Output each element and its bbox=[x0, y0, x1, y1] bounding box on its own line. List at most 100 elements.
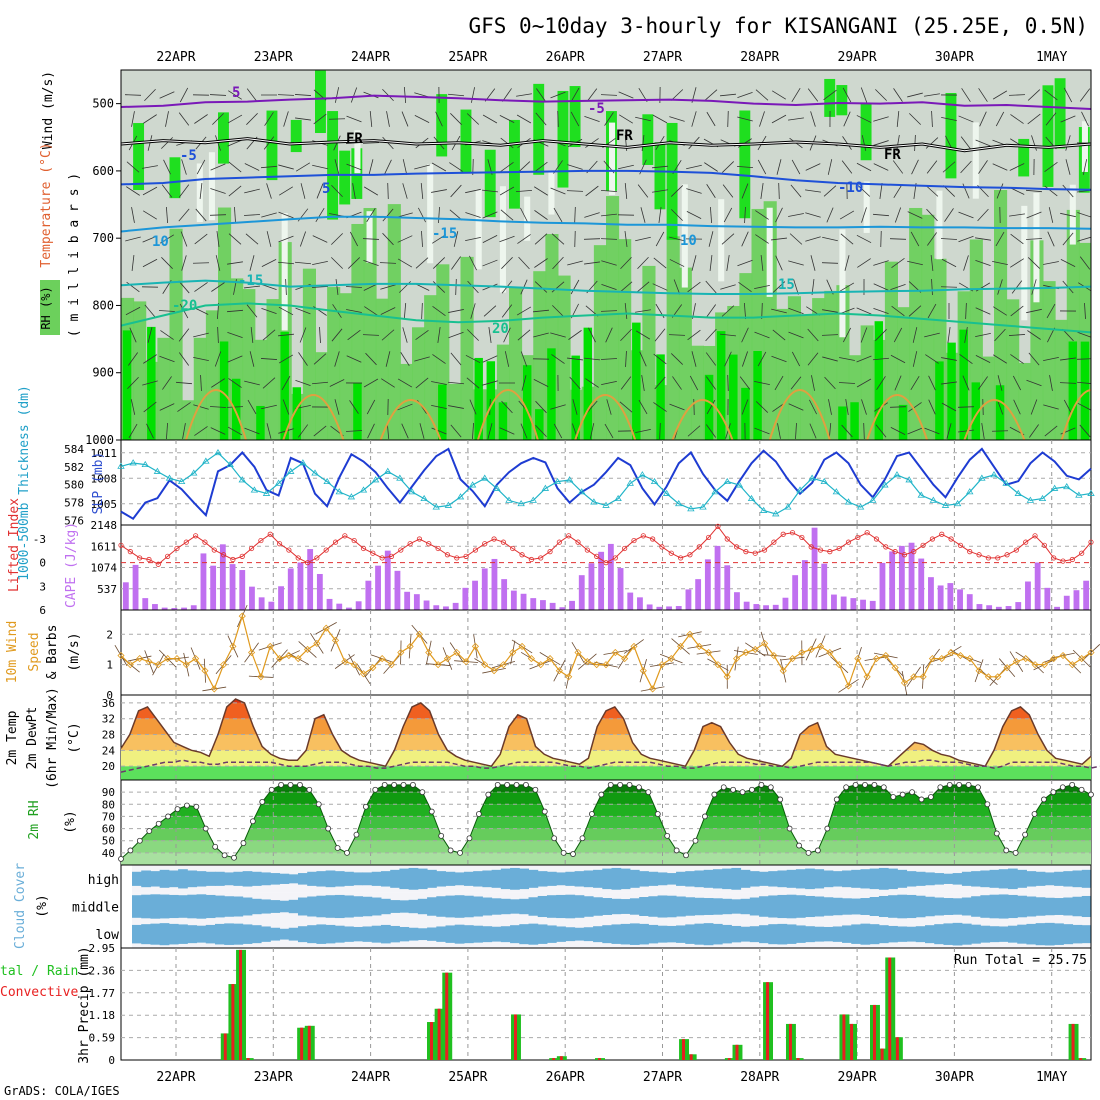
wind-barb bbox=[876, 376, 886, 390]
cloud-cell-middle bbox=[620, 899, 631, 914]
lifted-index-point bbox=[939, 531, 945, 537]
wind-barb bbox=[193, 404, 209, 410]
wind-barb bbox=[500, 137, 514, 149]
precip-convective-bar bbox=[788, 1023, 792, 1060]
lifted-index-point bbox=[547, 549, 553, 555]
wind-barb bbox=[501, 304, 513, 318]
wind-barb bbox=[400, 352, 410, 366]
cloud-cell-middle bbox=[722, 898, 732, 915]
rh-saturated-column bbox=[716, 331, 726, 440]
rh-dry-pocket bbox=[766, 207, 773, 297]
cloud-cell-middle bbox=[325, 895, 336, 918]
cloud-cell-low bbox=[353, 926, 364, 942]
wind-barb bbox=[856, 162, 872, 172]
lifted-index-point bbox=[668, 550, 674, 556]
wind-barb bbox=[790, 184, 802, 198]
wind-barb bbox=[788, 331, 804, 339]
wind-barb bbox=[1026, 211, 1042, 219]
wind-barb bbox=[349, 231, 359, 247]
cloud-cell-low bbox=[224, 923, 234, 945]
rh-point bbox=[353, 831, 360, 838]
wind-barb bbox=[574, 206, 576, 224]
wind-barb bbox=[585, 378, 599, 388]
cape-bar bbox=[588, 563, 595, 610]
cloud-cell-middle bbox=[316, 895, 327, 918]
wind-barb bbox=[584, 212, 600, 218]
cape-bar bbox=[898, 545, 905, 610]
cloud-cell-high bbox=[399, 868, 410, 890]
cloud-cell-low bbox=[629, 923, 640, 945]
lifted-index-point bbox=[463, 553, 469, 559]
cloud-cell-low bbox=[150, 923, 161, 945]
rh-upper-moist bbox=[654, 142, 666, 210]
wind-barb bbox=[670, 185, 684, 197]
cloud-cell-middle bbox=[261, 899, 271, 914]
wind-barb bbox=[639, 351, 647, 367]
cape-bar bbox=[724, 565, 731, 610]
wind-barb bbox=[567, 164, 583, 170]
wind-speed-point bbox=[1031, 661, 1039, 669]
wind-barb bbox=[294, 261, 312, 265]
cloud-cell-high bbox=[1044, 872, 1055, 886]
wind-barb bbox=[975, 332, 991, 338]
wind-barb bbox=[249, 255, 255, 271]
cloud-cell-high bbox=[1008, 868, 1018, 890]
cloud-cell-high bbox=[583, 870, 594, 888]
cape-bar bbox=[249, 586, 255, 610]
contour-label: -5 bbox=[588, 101, 605, 117]
cloud-cell-high bbox=[214, 871, 225, 886]
wind-barb bbox=[331, 233, 343, 245]
wind-barb bbox=[693, 398, 695, 416]
wind-barb bbox=[432, 305, 446, 317]
wind-barb bbox=[421, 302, 423, 320]
cloud-cell-low bbox=[851, 924, 861, 944]
rh-dry-pocket bbox=[548, 171, 555, 215]
precip-convective-bar bbox=[766, 982, 770, 1060]
cloud-cell-low bbox=[740, 926, 751, 942]
wind-speed-point bbox=[816, 642, 825, 650]
cloud-cell-low bbox=[436, 926, 447, 942]
lifted-index-point bbox=[883, 544, 889, 550]
wind-barb bbox=[1081, 111, 1089, 127]
wind-speed-point bbox=[369, 664, 377, 672]
cloud-cell-middle bbox=[676, 896, 686, 917]
wind-barb bbox=[313, 425, 327, 437]
li-tick-label: -3 bbox=[33, 533, 46, 546]
wind-barb bbox=[708, 231, 714, 247]
cloud-cell-high bbox=[150, 871, 161, 887]
wind-barb bbox=[604, 112, 614, 126]
contour-label: FR bbox=[884, 147, 901, 163]
wind-barb bbox=[501, 400, 513, 414]
wind-barb bbox=[841, 160, 853, 174]
cloud-cell-high bbox=[417, 868, 428, 890]
wind-barb bbox=[788, 403, 804, 411]
wind-barb bbox=[1043, 261, 1059, 265]
lifted-index-point bbox=[687, 552, 693, 558]
wind-barb bbox=[177, 402, 191, 412]
cape-bar bbox=[947, 583, 954, 610]
wind-barb bbox=[637, 256, 649, 270]
wind-barb bbox=[737, 91, 753, 99]
wind-barb bbox=[845, 399, 849, 415]
wind-barb bbox=[533, 332, 549, 338]
cloud-cell-high bbox=[897, 869, 908, 888]
wind-barb bbox=[1076, 358, 1091, 360]
wind-barb bbox=[652, 189, 668, 193]
wind-speed-point bbox=[611, 648, 619, 657]
lifted-index-point bbox=[752, 550, 758, 556]
wind-barb bbox=[179, 87, 189, 103]
wind-barb bbox=[175, 381, 193, 385]
cloud-cell-high bbox=[915, 871, 926, 886]
cape-bar bbox=[501, 579, 508, 610]
cloud-cell-high bbox=[593, 869, 603, 888]
wind-barb bbox=[754, 284, 770, 290]
cloud-cell-middle bbox=[685, 897, 695, 916]
contour-label: -15 bbox=[432, 226, 457, 242]
rh-moist-column bbox=[1042, 281, 1056, 440]
wind-barb bbox=[737, 116, 753, 122]
rh-tick-label: 90 bbox=[102, 786, 115, 799]
cape-bar bbox=[316, 573, 323, 610]
precip-convective-bar bbox=[598, 1058, 601, 1060]
wind-barb bbox=[975, 139, 991, 147]
